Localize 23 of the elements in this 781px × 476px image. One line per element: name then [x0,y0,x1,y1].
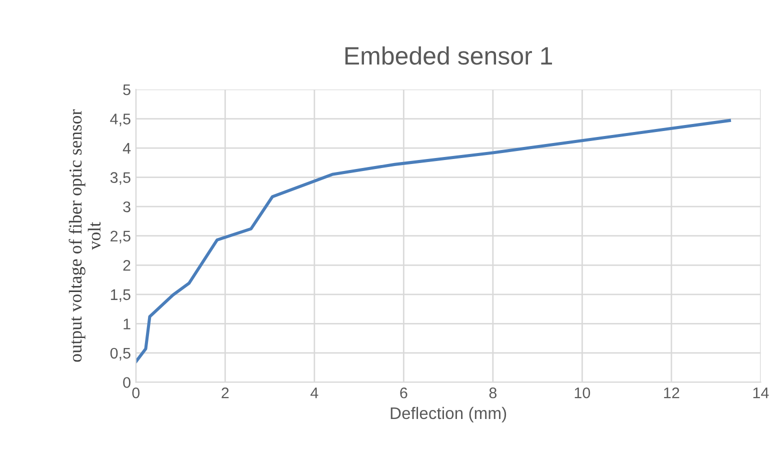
y-axis-title: output voltage of fiber optic sensor volt [68,109,101,362]
y-tick-label: 2 [123,260,130,271]
y-tick-label: 1,5 [110,289,130,302]
x-tick-label: 4 [310,388,318,398]
y-tick-label: 3,5 [110,172,130,185]
y-tick-label: 0 [123,377,130,388]
x-tick-label: 2 [222,387,229,398]
y-tick-label: 2,5 [110,230,130,244]
x-tick-label: 14 [753,388,769,398]
y-tick-label: 1 [124,318,130,330]
x-tick-label: 8 [489,387,497,398]
x-tick-label: 12 [664,387,680,398]
y-tick-label: 4 [122,143,131,154]
x-tick-label: 0 [132,387,140,398]
y-tick-label: 3 [123,201,130,212]
x-tick-label: 6 [400,387,408,398]
x-axis-title: Deflection (mm) [390,406,506,422]
y-tick-label: 5 [123,84,130,96]
y-tick-label: 4,5 [110,114,130,126]
chart-title: Embeded sensor 1 [345,46,552,65]
line-series [136,118,731,364]
x-tick-label: 10 [574,387,590,398]
y-tick-label: 0,5 [110,348,130,360]
